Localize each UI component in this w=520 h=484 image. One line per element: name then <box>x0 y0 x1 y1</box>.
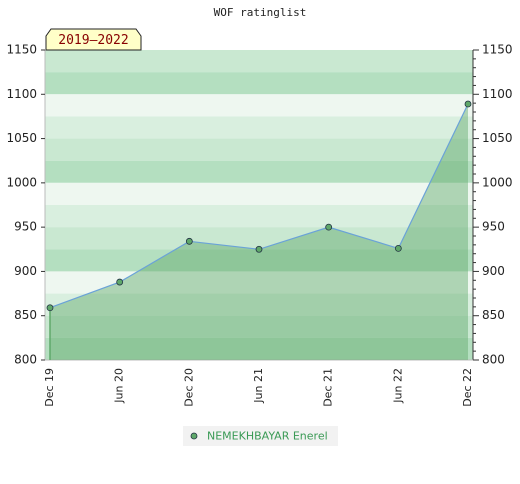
band <box>45 249 473 272</box>
legend-marker <box>190 432 198 440</box>
y-tick-label: 1000 <box>6 175 37 189</box>
chart-title: WOF ratinglist <box>214 6 307 19</box>
y2-tick-label: 1150 <box>482 43 513 57</box>
x-tick-label: Dec 19 <box>43 368 56 407</box>
y2-tick-label: 1000 <box>482 175 513 189</box>
band <box>45 205 473 228</box>
band <box>45 116 473 139</box>
y2-tick-label: 950 <box>482 220 505 234</box>
point <box>116 278 124 286</box>
x-tick-label: Jun 20 <box>113 368 126 404</box>
band <box>45 160 473 183</box>
y-tick-label: 850 <box>14 308 37 322</box>
band <box>45 94 473 117</box>
point <box>255 245 263 253</box>
x-tick-label: Dec 20 <box>182 368 195 407</box>
band <box>45 50 473 73</box>
y-tick-label: 1050 <box>6 131 37 145</box>
annotation: 2019–2022 <box>58 33 128 48</box>
x-tick-label: Jun 22 <box>391 368 404 404</box>
point <box>46 304 54 312</box>
band <box>45 315 473 338</box>
legend-box <box>183 426 338 446</box>
point <box>325 223 333 231</box>
y-tick-label: 950 <box>14 220 37 234</box>
y-tick-label: 1100 <box>6 87 37 101</box>
y2-tick-label: 1050 <box>482 131 513 145</box>
y-tick-label: 900 <box>14 264 37 278</box>
y2-tick-label: 1100 <box>482 87 513 101</box>
y2-tick-label: 800 <box>482 353 505 367</box>
x-tick-label: Dec 21 <box>322 368 335 407</box>
band <box>45 138 473 161</box>
annotation-box <box>45 28 142 51</box>
point <box>185 237 193 245</box>
point <box>394 244 402 252</box>
band <box>45 271 473 294</box>
y-tick-label: 1150 <box>6 43 37 57</box>
area <box>50 104 468 361</box>
x-tick-label: Dec 22 <box>461 368 474 407</box>
point <box>464 100 472 108</box>
band <box>45 293 473 316</box>
band <box>45 182 473 205</box>
legend: NEMEKHBAYAR Enerel <box>183 426 338 446</box>
x-tick-label: Jun 21 <box>252 368 265 404</box>
legend-label: NEMEKHBAYAR Enerel <box>207 430 328 443</box>
y2-tick-label: 850 <box>482 308 505 322</box>
band <box>45 337 473 360</box>
band <box>45 227 473 250</box>
background-bands <box>45 50 473 360</box>
y-tick-label: 800 <box>14 353 37 367</box>
y2-tick-label: 900 <box>482 264 505 278</box>
band <box>45 72 473 95</box>
